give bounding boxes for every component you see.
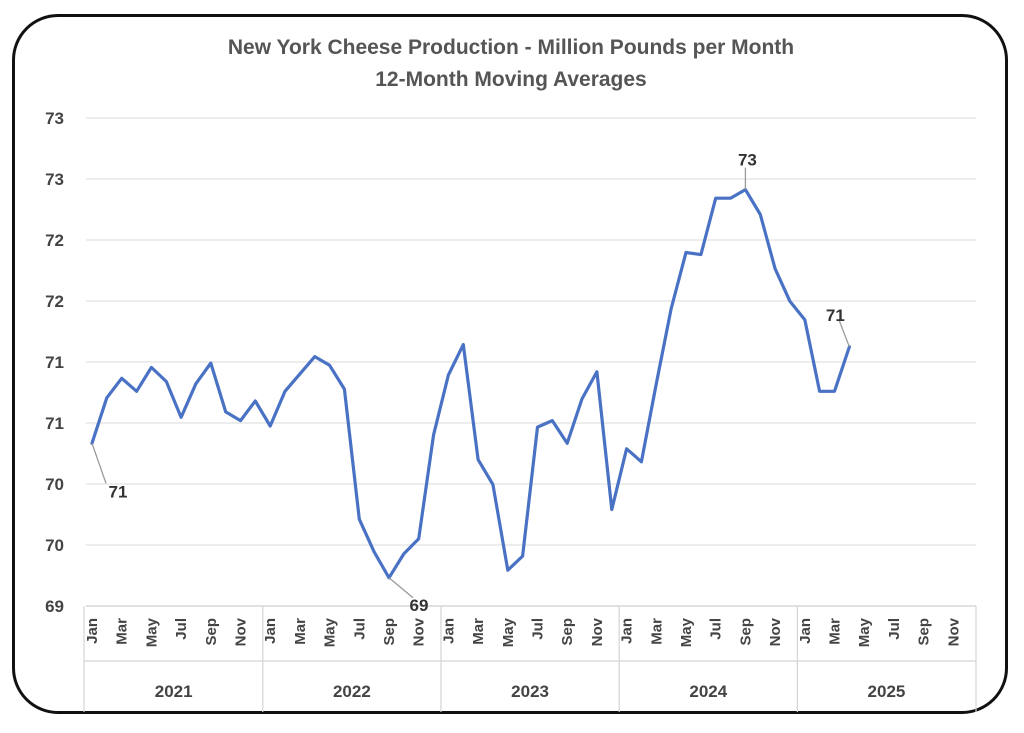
- x-tick-label: May: [678, 617, 695, 647]
- x-tick-label: Jul: [351, 618, 368, 640]
- x-tick-label: Jan: [262, 618, 279, 644]
- x-axis: Jan Mar May Jul Sep Nov 2021 Jan Mar May Jul Sep Nov…: [83, 606, 977, 712]
- x-tick-label: Jul: [173, 618, 190, 640]
- year-label: 2022: [333, 682, 371, 701]
- x-tick-label: Sep: [203, 618, 220, 646]
- x-tick-label: Mar: [827, 618, 844, 645]
- year-label: 2021: [155, 682, 193, 701]
- x-tick-label: Sep: [737, 618, 754, 646]
- x-tick-label: Jul: [708, 618, 725, 640]
- x-tick-label: Jul: [530, 618, 547, 640]
- y-tick-label: 72: [45, 231, 64, 250]
- data-label: 69: [410, 596, 429, 615]
- x-tick-label: Jul: [886, 618, 903, 640]
- y-tick-label: 71: [45, 414, 64, 433]
- year-label: 2023: [511, 682, 549, 701]
- y-tick-label: 70: [45, 536, 64, 555]
- x-tick-label: May: [143, 617, 160, 647]
- data-label: 71: [826, 306, 845, 325]
- year-label: 2024: [689, 682, 727, 701]
- x-tick-label: Sep: [916, 618, 933, 646]
- x-tick-label: Mar: [114, 618, 131, 645]
- y-axis: 73 73 72 72 71 71 70 70 69: [45, 109, 64, 616]
- data-label: 71: [109, 482, 128, 501]
- x-tick-label: Jan: [84, 618, 101, 644]
- data-labels: 71 69 73 71: [91, 151, 850, 615]
- x-tick-label: Mar: [648, 618, 665, 645]
- chart-subtitle: 12-Month Moving Averages: [375, 68, 646, 91]
- series-line: [90, 188, 852, 580]
- x-tick-label: Jan: [440, 618, 457, 644]
- x-tick-label: Mar: [292, 618, 309, 645]
- y-tick-label: 70: [45, 475, 64, 494]
- x-tick-label: Sep: [559, 618, 576, 646]
- y-tick-label: 73: [45, 170, 64, 189]
- y-tick-label: 72: [45, 292, 64, 311]
- series-layer: [90, 188, 852, 580]
- y-tick-label: 73: [45, 109, 64, 128]
- x-tick-label: Sep: [381, 618, 398, 646]
- x-tick-label: Jan: [797, 618, 814, 644]
- label-leader: [388, 577, 414, 599]
- x-tick-label: Nov: [233, 617, 250, 646]
- y-tick-label: 69: [45, 597, 64, 616]
- chart-title: New York Cheese Production - Million Pou…: [228, 36, 794, 59]
- x-tick-label: May: [856, 617, 873, 647]
- year-label: 2025: [868, 682, 906, 701]
- x-tick-label: Jan: [619, 618, 636, 644]
- x-tick-label: May: [322, 617, 339, 647]
- label-leader: [91, 443, 107, 484]
- x-tick-label: Mar: [470, 618, 487, 645]
- x-tick-label: Nov: [411, 617, 428, 646]
- data-label: 73: [738, 151, 757, 170]
- y-tick-label: 71: [45, 353, 64, 372]
- gridlines: [86, 117, 976, 607]
- label-leader: [838, 320, 850, 348]
- x-tick-label: Nov: [767, 617, 784, 646]
- x-tick-label: May: [500, 617, 517, 647]
- x-tick-label: Nov: [945, 617, 962, 646]
- x-tick-label: Nov: [589, 617, 606, 646]
